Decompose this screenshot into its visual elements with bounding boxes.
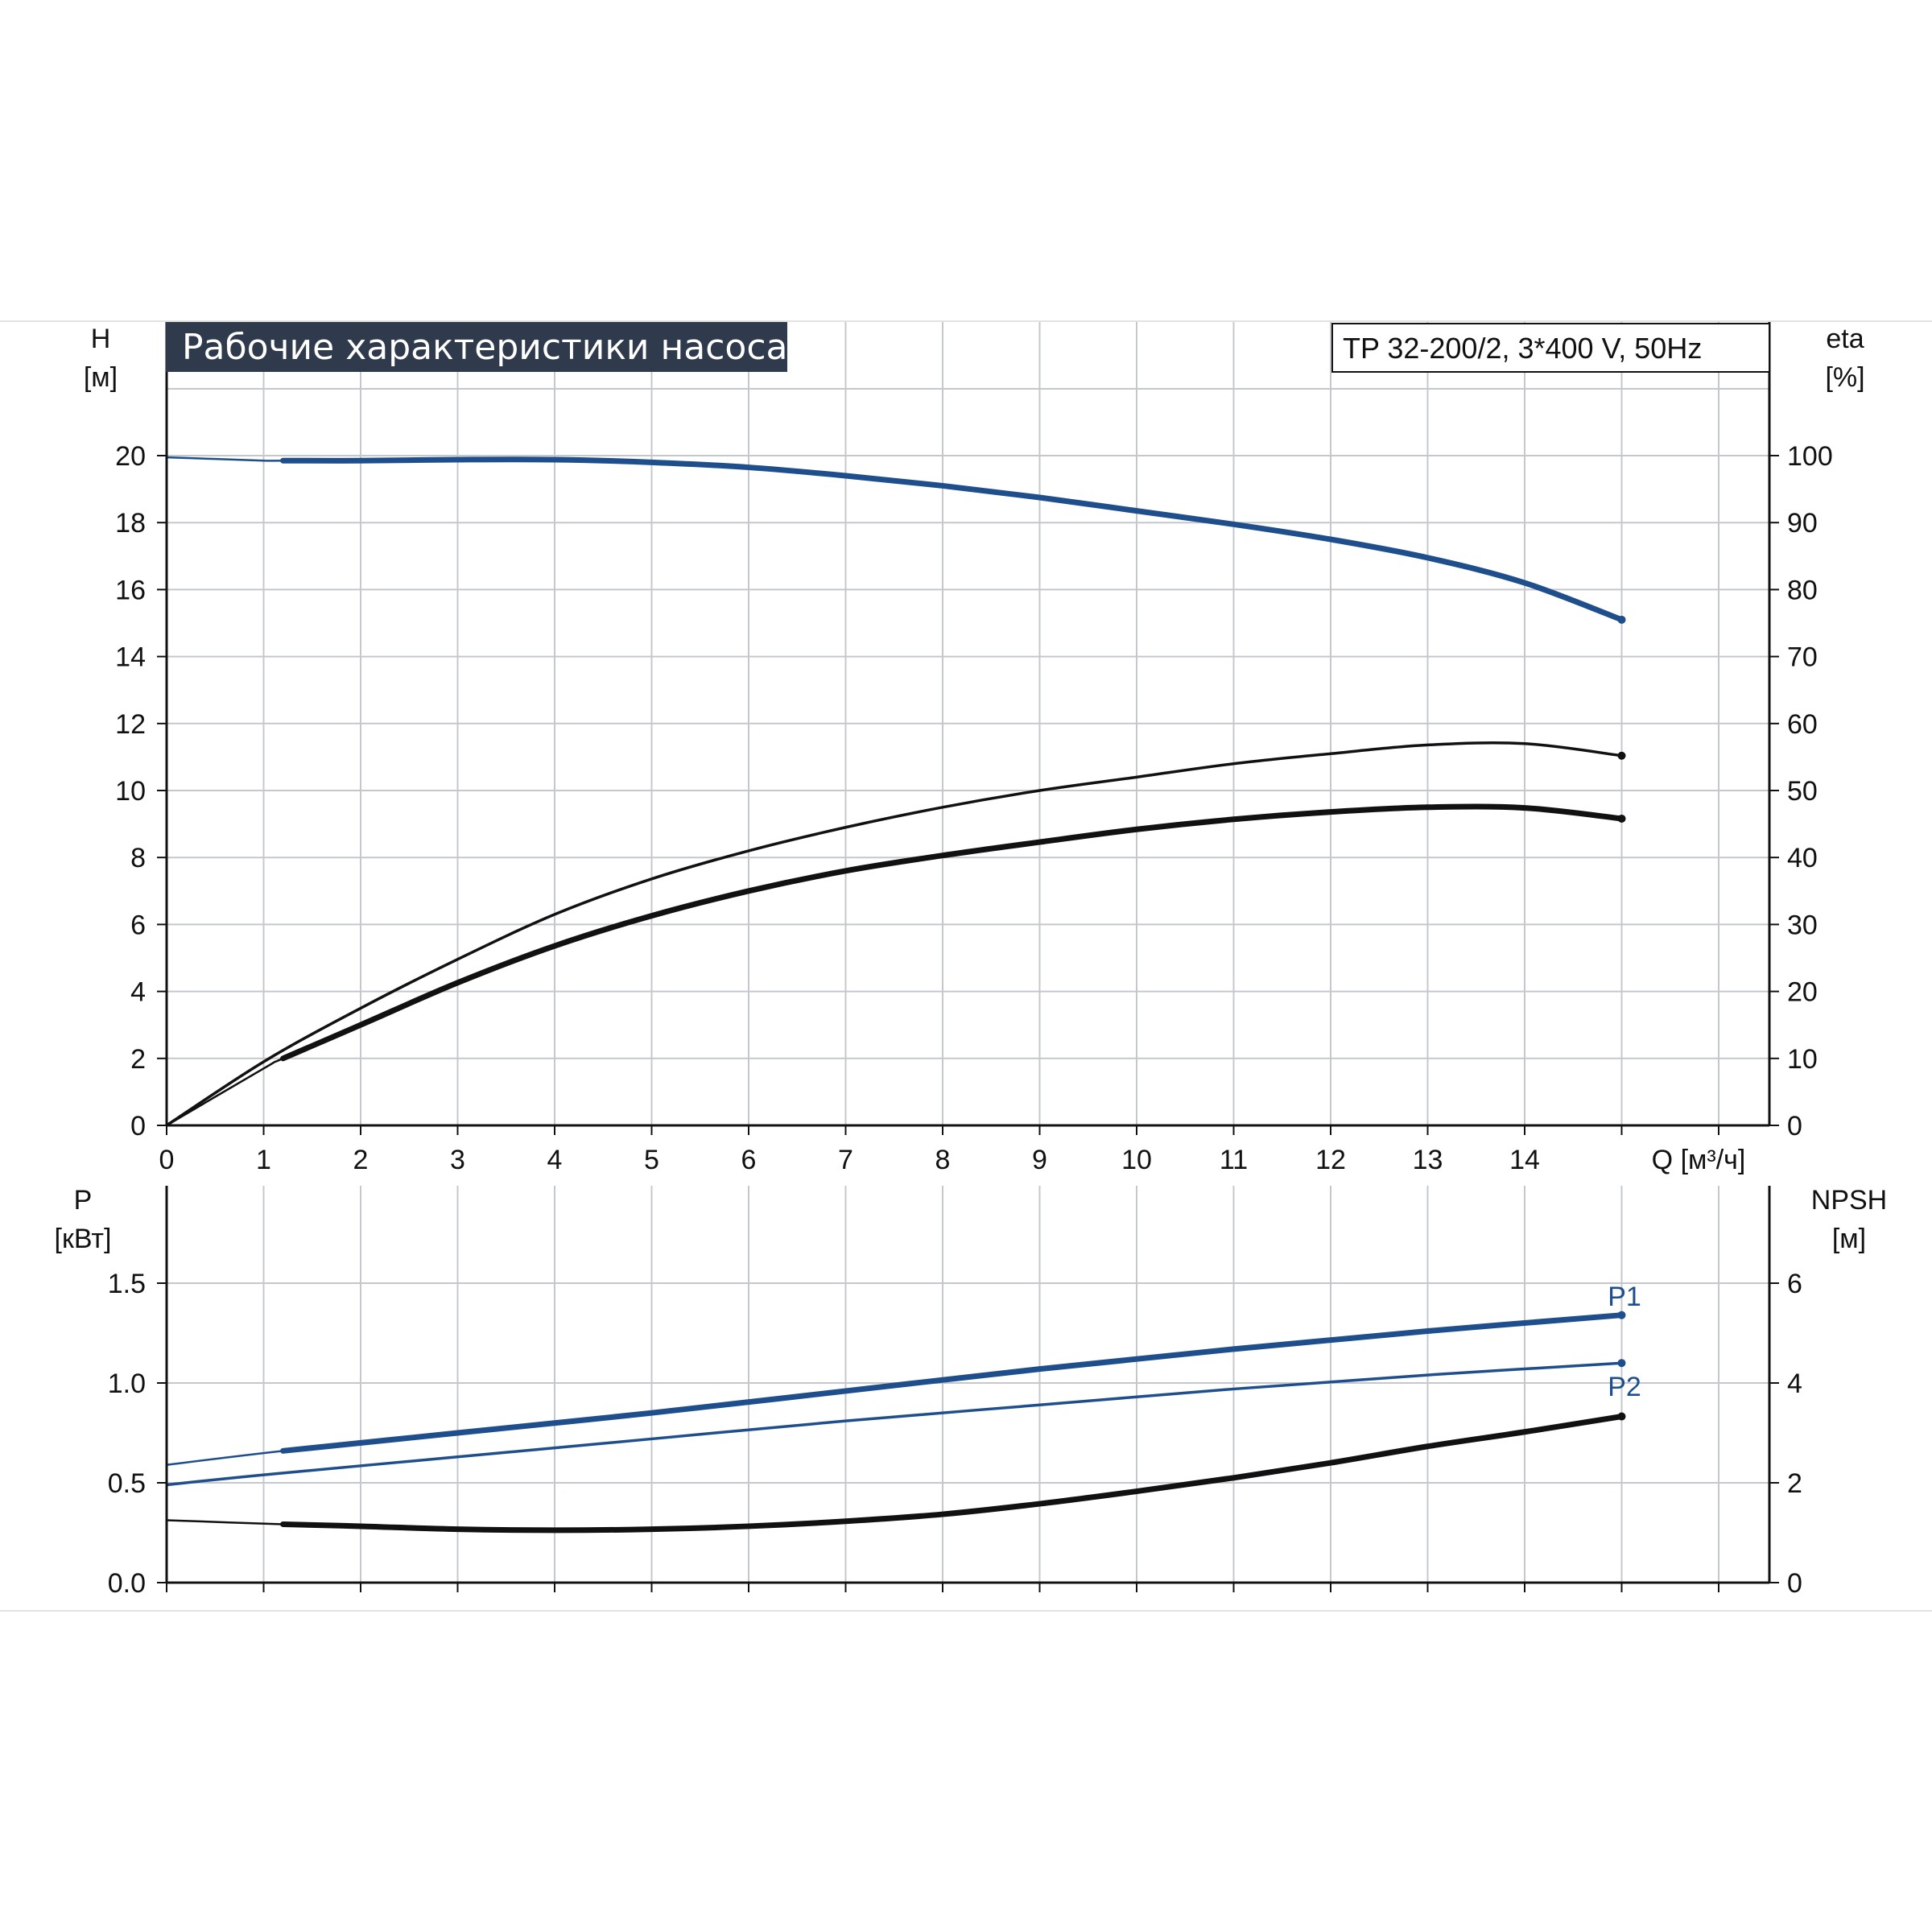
y-right-bottom-tick-label: 0 xyxy=(1787,1568,1802,1599)
title-box xyxy=(166,322,787,372)
y-right-top-tick-label: 30 xyxy=(1787,910,1818,940)
x-tick-label: 6 xyxy=(741,1145,757,1175)
top-series-2-end-point xyxy=(1617,814,1626,823)
x-tick-label: 12 xyxy=(1315,1145,1346,1175)
y-right-top-tick-label: 80 xyxy=(1787,575,1818,605)
y-left-bottom-unit: [кВт] xyxy=(55,1224,112,1254)
bottom-series-2-line-thin xyxy=(166,1415,1622,1532)
y-left-top-tick-label: 14 xyxy=(115,642,146,673)
top-series-1-line xyxy=(166,741,1622,1127)
y-right-top-unit: [%] xyxy=(1825,362,1864,393)
bottom-series-0-end-point xyxy=(1617,1311,1626,1319)
y-right-bottom-tick-label: 2 xyxy=(1787,1468,1802,1499)
x-tick-label: 8 xyxy=(935,1145,951,1175)
y-right-top-tick-label: 100 xyxy=(1787,441,1833,472)
chart-axes xyxy=(157,322,1779,1592)
y-left-top-tick-label: 8 xyxy=(130,843,146,873)
y-right-top-tick-label: 10 xyxy=(1787,1044,1818,1075)
y-right-bottom-unit: [м] xyxy=(1832,1224,1866,1254)
y-right-bottom-label: NPSH xyxy=(1811,1185,1887,1216)
bottom-chart-series xyxy=(166,1311,1626,1534)
y-left-top-tick-label: 0 xyxy=(130,1111,146,1141)
y-right-top-tick-label: 50 xyxy=(1787,776,1818,807)
model-box xyxy=(1331,323,1770,373)
y-left-top-tick-label: 2 xyxy=(130,1044,146,1075)
bottom-series-2-line-thick xyxy=(280,1414,1624,1534)
y-right-top-tick-label: 90 xyxy=(1787,508,1818,539)
y-left-top-unit: [м] xyxy=(84,362,118,393)
x-tick-label: 0 xyxy=(159,1145,175,1175)
y-left-top-tick-label: 20 xyxy=(115,441,146,472)
x-tick-label: 10 xyxy=(1121,1145,1152,1175)
top-chart-series xyxy=(166,456,1626,1127)
top-series-1-end-point xyxy=(1617,751,1626,760)
y-left-top-tick-label: 6 xyxy=(130,910,146,940)
y-left-bottom-tick-label: 1.5 xyxy=(108,1269,146,1299)
top-series-0-line-thick xyxy=(280,456,1624,623)
x-tick-label: 9 xyxy=(1032,1145,1047,1175)
y-right-top-tick-label: 40 xyxy=(1787,843,1818,873)
y-left-bottom-tick-label: 1.0 xyxy=(108,1368,146,1399)
x-tick-label: 11 xyxy=(1220,1145,1248,1175)
top-series-0-end-point xyxy=(1617,615,1626,624)
x-tick-label: 13 xyxy=(1413,1145,1443,1175)
bottom-series-2-end-point xyxy=(1617,1412,1626,1421)
x-tick-label: 5 xyxy=(644,1145,659,1175)
x-tick-label: 2 xyxy=(353,1145,369,1175)
x-tick-label: 1 xyxy=(256,1145,271,1175)
y-left-top-tick-label: 12 xyxy=(115,709,146,740)
y-left-bottom-tick-label: 0.0 xyxy=(108,1568,146,1599)
bottom-series-0-line-thick xyxy=(280,1312,1624,1454)
y-left-top-tick-label: 16 xyxy=(115,575,146,605)
y-right-top-tick-label: 20 xyxy=(1787,977,1818,1008)
bottom-series-1-end-point xyxy=(1617,1359,1626,1368)
top-series-2-line-thick xyxy=(280,803,1624,1062)
bottom-series-1-line xyxy=(166,1361,1622,1487)
y-right-top-label: eta xyxy=(1826,324,1864,354)
y-left-top-tick-label: 10 xyxy=(115,776,146,807)
series-label-p1: P1 xyxy=(1608,1282,1641,1312)
x-tick-label: 4 xyxy=(547,1145,563,1175)
y-left-bottom-label: P xyxy=(74,1185,93,1216)
y-right-top-tick-label: 60 xyxy=(1787,709,1818,740)
x-tick-label: 7 xyxy=(838,1145,853,1175)
chart-title: Рабочие характеристики насоса xyxy=(182,327,787,368)
y-right-top-tick-label: 0 xyxy=(1787,1111,1802,1141)
bottom-chart-grid xyxy=(166,1186,1769,1583)
series-label-p2: P2 xyxy=(1608,1372,1641,1402)
tick-labels: 0 1 2 3 4 5 6 7 8 9 10 11 12 13 1402468101214161820010… xyxy=(108,441,1833,1599)
x-tick-label: 3 xyxy=(450,1145,465,1175)
top-chart-grid xyxy=(166,322,1769,1126)
y-right-bottom-tick-label: 6 xyxy=(1787,1269,1802,1299)
y-right-bottom-tick-label: 4 xyxy=(1787,1368,1802,1399)
y-left-top-tick-label: 18 xyxy=(115,508,146,539)
top-series-2-line-thin xyxy=(166,805,1622,1127)
model-label: TP 32-200/2, 3*400 V, 50Hz xyxy=(1343,332,1702,365)
y-left-top-tick-label: 4 xyxy=(130,977,146,1008)
x-tick-label: 14 xyxy=(1509,1145,1540,1175)
y-right-top-tick-label: 70 xyxy=(1787,642,1818,673)
y-left-bottom-tick-label: 0.5 xyxy=(108,1468,146,1499)
y-left-top-label: H xyxy=(91,324,111,354)
x-axis-label: Q [м³/ч] xyxy=(1652,1145,1746,1175)
